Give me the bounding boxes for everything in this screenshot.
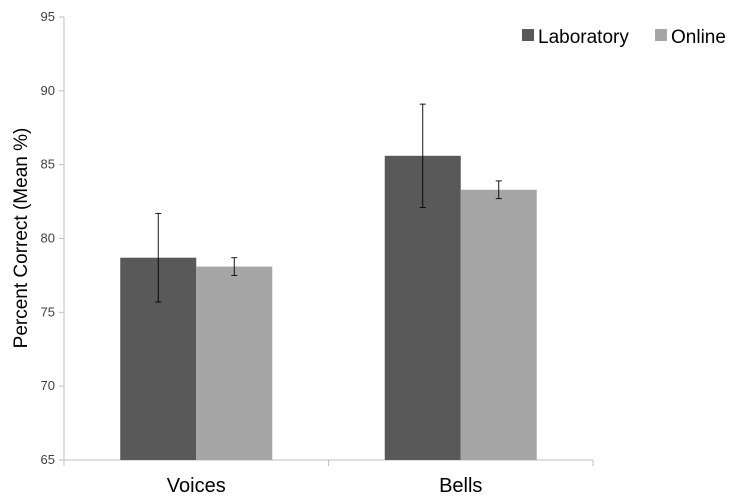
error-bars: [155, 103, 502, 303]
legend-label-online: Online: [671, 27, 726, 48]
y-tick-label: 75: [41, 304, 55, 319]
y-tick-label: 65: [41, 452, 55, 467]
y-tick-label: 85: [41, 157, 55, 172]
x-category-label: Voices: [167, 475, 226, 497]
legend-swatch-laboratory: [522, 29, 534, 41]
x-axis: Voices Bells: [63, 459, 594, 497]
x-category-label: Bells: [439, 475, 482, 497]
bar-online-voices: [196, 266, 273, 460]
legend-swatch-online: [655, 29, 667, 41]
y-tick-label: 80: [41, 231, 55, 246]
y-tick-label: 70: [41, 378, 55, 393]
bar-online-bells: [460, 189, 537, 460]
y-axis: 65 70 75 80 85 90 95: [41, 9, 65, 467]
y-axis-title: Percent Correct (Mean %): [11, 128, 32, 349]
legend-label-laboratory: Laboratory: [538, 27, 629, 48]
bars: [120, 155, 537, 460]
legend: Laboratory Online: [522, 27, 726, 48]
y-tick-label: 95: [41, 9, 55, 24]
y-tick-label: 90: [41, 83, 55, 98]
